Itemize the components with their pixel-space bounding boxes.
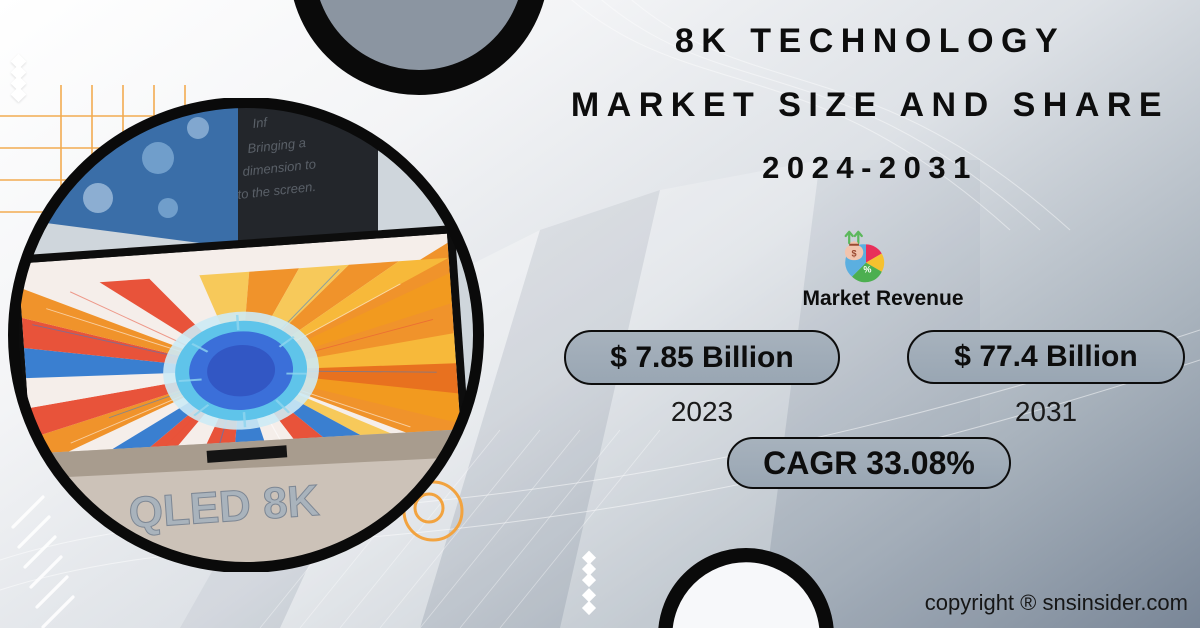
svg-text:$: $ xyxy=(852,248,857,258)
svg-text:%: % xyxy=(863,264,871,274)
